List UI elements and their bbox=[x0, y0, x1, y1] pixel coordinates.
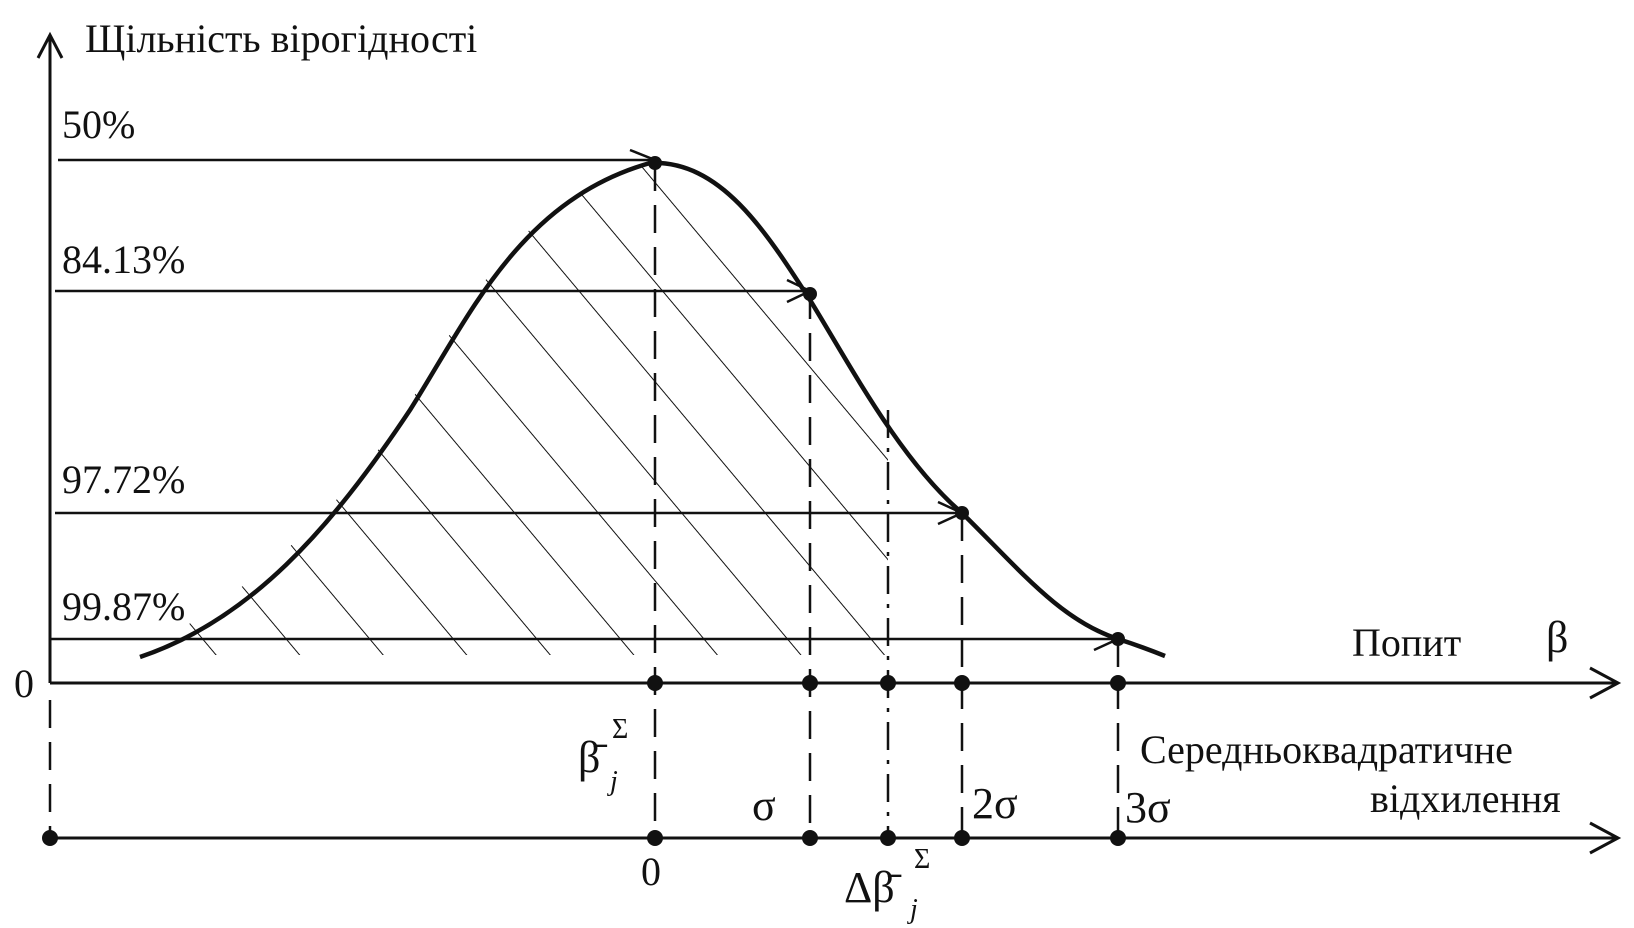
svg-text:Δβ̄: Δβ̄ bbox=[844, 863, 902, 912]
svg-text:j: j bbox=[907, 894, 918, 925]
svg-text:β̄: β̄ bbox=[578, 733, 607, 782]
rms-deviation-label-line2: відхилення bbox=[1370, 776, 1561, 821]
svg-text:Σ: Σ bbox=[914, 844, 930, 875]
beta-mean-label: β̄ j Σ bbox=[578, 714, 628, 797]
deviation-axis bbox=[50, 821, 1622, 855]
marker-dots bbox=[42, 156, 1126, 846]
level-label-84: 84.13% bbox=[62, 237, 185, 282]
level-label-97: 97.72% bbox=[62, 457, 185, 502]
demand-label: Попит bbox=[1352, 620, 1461, 665]
deviation-zero-label: 0 bbox=[641, 849, 661, 894]
demand-axis bbox=[50, 666, 1622, 700]
sigma-label: σ bbox=[752, 781, 776, 830]
origin-zero-label: 0 bbox=[14, 661, 34, 706]
svg-text:j: j bbox=[607, 766, 618, 797]
delta-beta-label: Δβ̄ j Σ bbox=[844, 844, 930, 925]
y-axis bbox=[36, 31, 64, 683]
two-sigma-label: 2σ bbox=[972, 779, 1018, 828]
hatched-area bbox=[150, 163, 888, 655]
beta-symbol: β bbox=[1546, 613, 1568, 662]
y-axis-title: Щільність вірогідності bbox=[85, 16, 477, 61]
level-label-50: 50% bbox=[62, 102, 135, 147]
three-sigma-label: 3σ bbox=[1125, 783, 1171, 832]
guide-lines bbox=[48, 163, 1120, 838]
level-label-99: 99.87% bbox=[62, 584, 185, 629]
rms-deviation-label-line1: Середньоквадратичне bbox=[1140, 727, 1513, 772]
density-curve bbox=[139, 160, 1166, 660]
svg-text:Σ: Σ bbox=[612, 714, 628, 745]
